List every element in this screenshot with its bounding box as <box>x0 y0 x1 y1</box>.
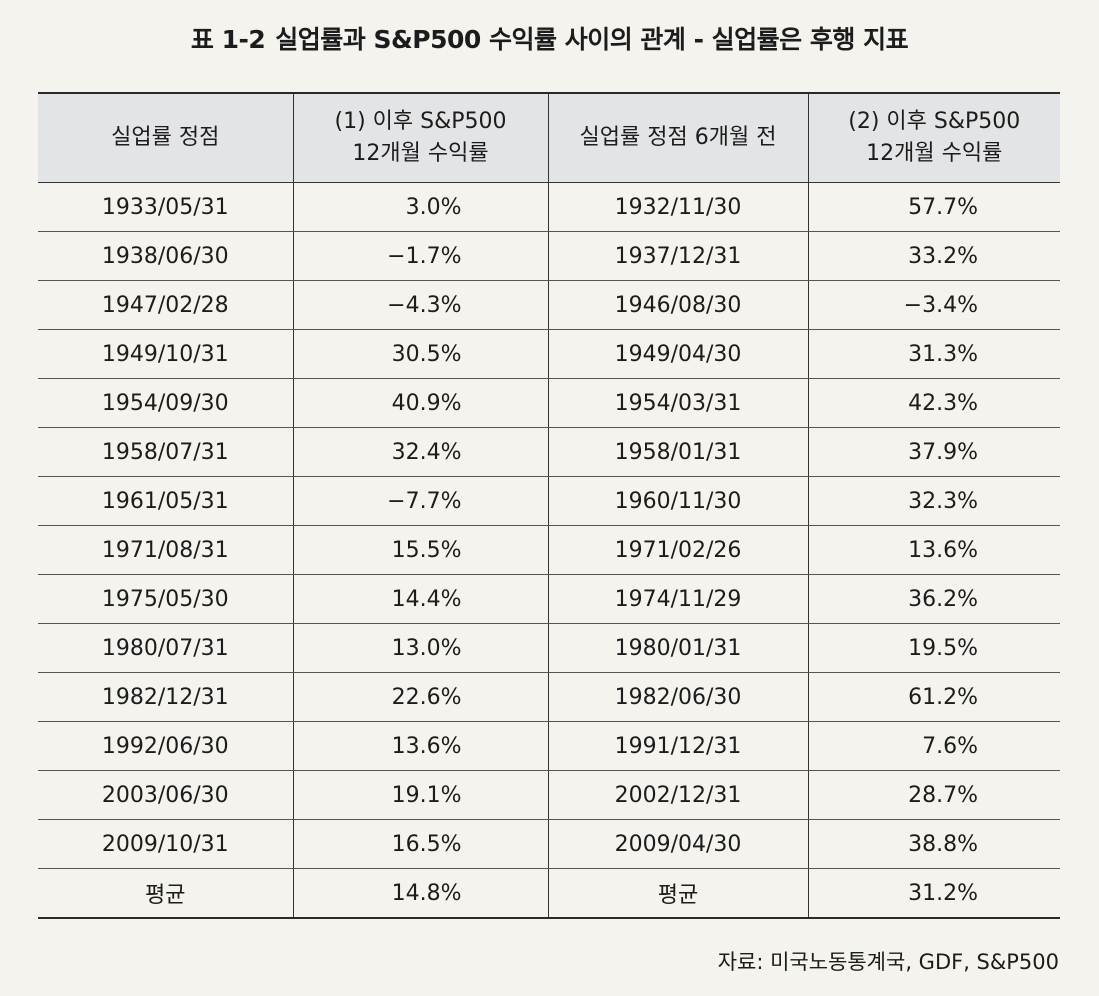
header-row: 실업률 정점 (1) 이후 S&P500 12개월 수익률 실업률 정점 6개월… <box>38 92 1060 183</box>
pre-peak-date-cell: 1982/06/30 <box>547 672 808 722</box>
return-after-peak-cell: 13.6% <box>292 721 548 771</box>
peak-date-cell: 1954/09/30 <box>38 378 293 428</box>
table-row: 1975/05/30 14.4% 1974/11/29 36.2% <box>38 574 1060 624</box>
return-after-peak-cell: 22.6% <box>292 672 548 722</box>
pre-peak-date-cell: 1946/08/30 <box>547 280 808 330</box>
average-peak-date-cell: 평균 <box>38 868 293 919</box>
table-row: 1947/02/28 −4.3% 1946/08/30 −3.4% <box>38 280 1060 330</box>
table-row: 1958/07/31 32.4% 1958/01/31 37.9% <box>38 427 1060 477</box>
return-after-peak-cell: 14.4% <box>292 574 548 624</box>
pre-peak-date-cell: 1954/03/31 <box>547 378 808 428</box>
table-row: 1980/07/31 13.0% 1980/01/31 19.5% <box>38 623 1060 673</box>
return-after-peak-cell: −1.7% <box>292 231 548 281</box>
return-after-pre-peak-cell: 37.9% <box>807 427 1060 477</box>
table-row: 1949/10/31 30.5% 1949/04/30 31.3% <box>38 329 1060 379</box>
peak-date-cell: 1949/10/31 <box>38 329 293 379</box>
table-number: 표 1-2 <box>190 25 266 54</box>
peak-date-cell: 1933/05/31 <box>38 182 293 232</box>
average-pre-peak-date-cell: 평균 <box>547 868 808 919</box>
pre-peak-date-cell: 1949/04/30 <box>547 329 808 379</box>
pre-peak-date-cell: 2009/04/30 <box>547 819 808 869</box>
peak-date-cell: 1971/08/31 <box>38 525 293 575</box>
table-title-text: 실업률과 S&P500 수익률 사이의 관계 - 실업률은 후행 지표 <box>275 25 909 54</box>
return-after-peak-cell: 3.0% <box>292 182 548 232</box>
pre-peak-date-cell: 1971/02/26 <box>547 525 808 575</box>
return-after-peak-cell: 40.9% <box>292 378 548 428</box>
peak-date-cell: 1992/06/30 <box>38 721 293 771</box>
pre-peak-date-cell: 1958/01/31 <box>547 427 808 477</box>
return-after-pre-peak-cell: 57.7% <box>807 182 1060 232</box>
table-row: 1933/05/31 3.0% 1932/11/30 57.7% <box>38 182 1060 232</box>
return-after-pre-peak-cell: 13.6% <box>807 525 1060 575</box>
table-row: 1982/12/31 22.6% 1982/06/30 61.2% <box>38 672 1060 722</box>
header-return-after-six-months-before: (2) 이후 S&P500 12개월 수익률 <box>807 92 1060 183</box>
pre-peak-date-cell: 1991/12/31 <box>547 721 808 771</box>
pre-peak-date-cell: 1974/11/29 <box>547 574 808 624</box>
peak-date-cell: 1961/05/31 <box>38 476 293 526</box>
average-return-after-pre-peak-cell: 31.2% <box>807 868 1060 919</box>
return-after-peak-cell: −4.3% <box>292 280 548 330</box>
return-after-pre-peak-cell: 38.8% <box>807 819 1060 869</box>
peak-date-cell: 2009/10/31 <box>38 819 293 869</box>
return-after-peak-cell: −7.7% <box>292 476 548 526</box>
pre-peak-date-cell: 1960/11/30 <box>547 476 808 526</box>
return-after-peak-cell: 16.5% <box>292 819 548 869</box>
peak-date-cell: 1958/07/31 <box>38 427 293 477</box>
return-after-pre-peak-cell: 31.3% <box>807 329 1060 379</box>
return-after-peak-cell: 19.1% <box>292 770 548 820</box>
pre-peak-date-cell: 2002/12/31 <box>547 770 808 820</box>
return-after-pre-peak-cell: 28.7% <box>807 770 1060 820</box>
table-row: 1992/06/30 13.6% 1991/12/31 7.6% <box>38 721 1060 771</box>
return-after-peak-cell: 32.4% <box>292 427 548 477</box>
pre-peak-date-cell: 1980/01/31 <box>547 623 808 673</box>
peak-date-cell: 1938/06/30 <box>38 231 293 281</box>
peak-date-cell: 1975/05/30 <box>38 574 293 624</box>
peak-date-cell: 2003/06/30 <box>38 770 293 820</box>
table-row: 1954/09/30 40.9% 1954/03/31 42.3% <box>38 378 1060 428</box>
return-after-pre-peak-cell: 61.2% <box>807 672 1060 722</box>
return-after-pre-peak-cell: 42.3% <box>807 378 1060 428</box>
return-after-peak-cell: 30.5% <box>292 329 548 379</box>
average-row: 평균 14.8% 평균 31.2% <box>38 868 1060 919</box>
header-unemployment-peak: 실업률 정점 <box>38 92 293 183</box>
return-after-pre-peak-cell: 19.5% <box>807 623 1060 673</box>
return-after-pre-peak-cell: −3.4% <box>807 280 1060 330</box>
table-row: 1971/08/31 15.5% 1971/02/26 13.6% <box>38 525 1060 575</box>
peak-date-cell: 1980/07/31 <box>38 623 293 673</box>
return-after-peak-cell: 15.5% <box>292 525 548 575</box>
pre-peak-date-cell: 1937/12/31 <box>547 231 808 281</box>
table-row: 1938/06/30 −1.7% 1937/12/31 33.2% <box>38 231 1060 281</box>
source-note: 자료: 미국노동통계국, GDF, S&P500 <box>717 950 1059 974</box>
return-after-pre-peak-cell: 36.2% <box>807 574 1060 624</box>
return-after-pre-peak-cell: 32.3% <box>807 476 1060 526</box>
header-six-months-before-peak: 실업률 정점 6개월 전 <box>547 92 808 183</box>
table-row: 2003/06/30 19.1% 2002/12/31 28.7% <box>38 770 1060 820</box>
return-after-pre-peak-cell: 33.2% <box>807 231 1060 281</box>
unemployment-sp500-table: 실업률 정점 (1) 이후 S&P500 12개월 수익률 실업률 정점 6개월… <box>38 92 1060 919</box>
table-row: 2009/10/31 16.5% 2009/04/30 38.8% <box>38 819 1060 869</box>
peak-date-cell: 1982/12/31 <box>38 672 293 722</box>
average-return-after-peak-cell: 14.8% <box>292 868 548 919</box>
return-after-peak-cell: 13.0% <box>292 623 548 673</box>
header-return-after-peak: (1) 이후 S&P500 12개월 수익률 <box>292 92 548 183</box>
table-row: 1961/05/31 −7.7% 1960/11/30 32.3% <box>38 476 1060 526</box>
table-title: 표 1-2 실업률과 S&P500 수익률 사이의 관계 - 실업률은 후행 지표 <box>0 20 1099 56</box>
peak-date-cell: 1947/02/28 <box>38 280 293 330</box>
return-after-pre-peak-cell: 7.6% <box>807 721 1060 771</box>
pre-peak-date-cell: 1932/11/30 <box>547 182 808 232</box>
